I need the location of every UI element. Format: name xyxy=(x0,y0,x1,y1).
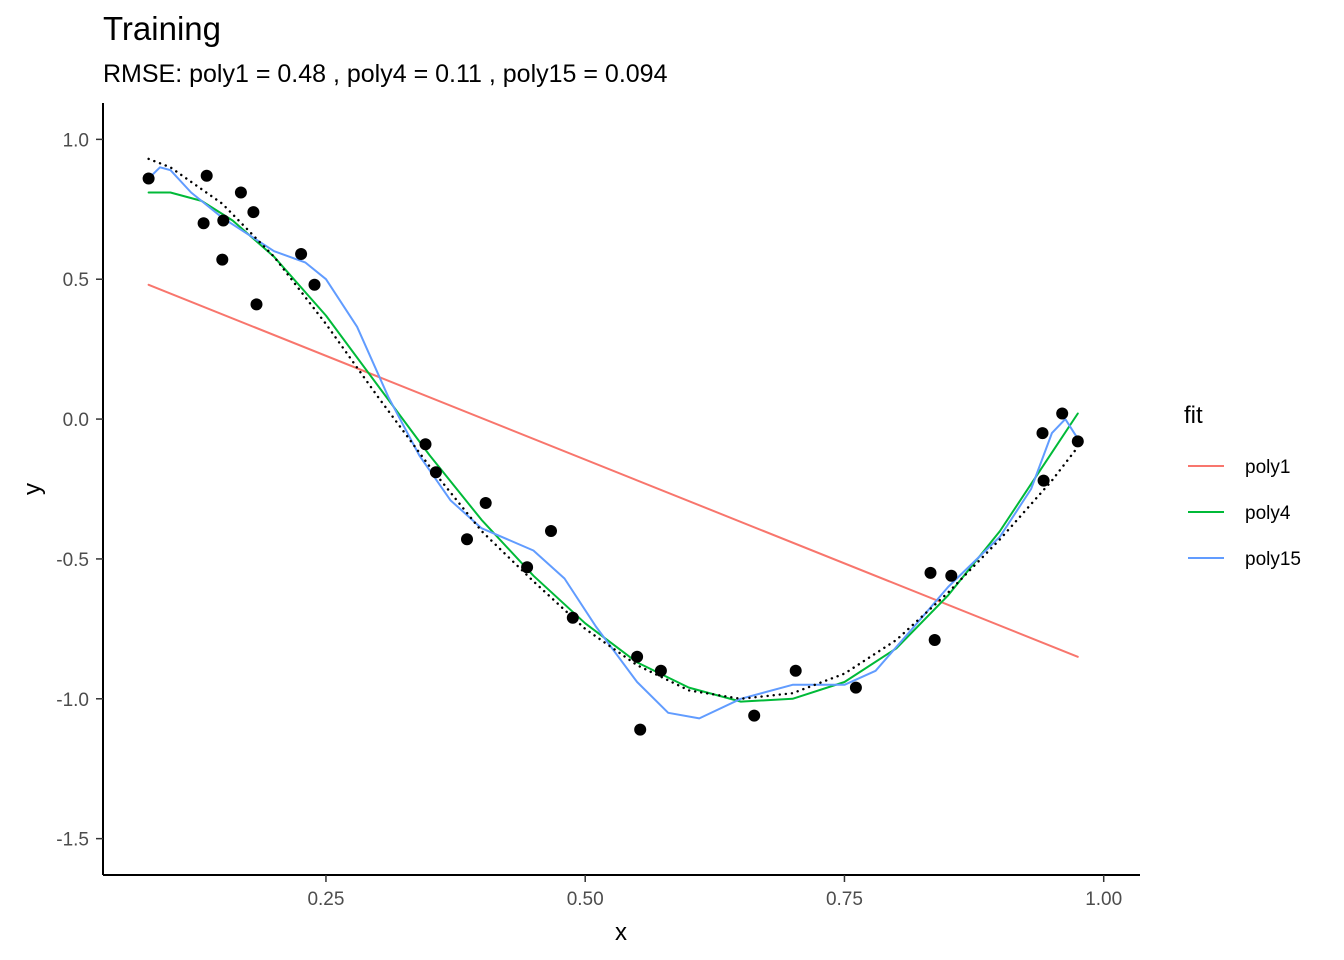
data-point xyxy=(479,497,492,509)
data-point xyxy=(1037,474,1050,487)
y-tick-label: -0.5 xyxy=(56,550,89,571)
data-point xyxy=(631,650,644,663)
y-ticks: 1.0 0.5 0.0 -0.5 -1.0 -1.5 xyxy=(56,130,103,851)
legend-label-poly1: poly1 xyxy=(1245,457,1290,478)
series-layer xyxy=(147,157,1079,720)
data-point xyxy=(654,664,667,677)
data-point xyxy=(545,525,557,537)
x-tick-label: 1.00 xyxy=(1085,889,1122,910)
y-tick-label: 0.5 xyxy=(63,270,89,291)
data-point xyxy=(924,566,937,579)
x-axis-title: x xyxy=(615,919,627,946)
data-point xyxy=(634,723,647,736)
data-point xyxy=(789,664,802,677)
axes: 0.25 0.50 0.75 1.00 1.0 0.5 0.0 -0.5 -1.0 -1.5 x… xyxy=(19,103,1140,946)
data-point xyxy=(200,169,213,182)
points-layer xyxy=(142,169,1084,736)
data-point xyxy=(142,172,155,185)
legend-label-poly4: poly4 xyxy=(1245,503,1291,524)
y-tick-label: -1.0 xyxy=(56,690,89,711)
data-point xyxy=(1056,407,1069,420)
data-point xyxy=(1036,427,1049,440)
data-point xyxy=(748,709,761,722)
x-tick-label: 0.25 xyxy=(307,889,344,910)
data-point xyxy=(295,248,308,260)
data-point xyxy=(849,681,862,694)
series-line-truth xyxy=(147,157,1079,700)
chart-title: Training xyxy=(103,10,221,47)
data-point xyxy=(234,186,247,199)
data-point xyxy=(566,611,579,624)
data-point xyxy=(247,206,260,219)
series-line-poly4 xyxy=(147,191,1079,703)
data-point xyxy=(308,278,321,291)
legend-title: fit xyxy=(1184,402,1203,429)
x-tick-label: 0.75 xyxy=(826,889,863,910)
data-point xyxy=(945,569,958,582)
data-point xyxy=(250,298,263,311)
legend-entries: poly1 poly4 poly15 xyxy=(1188,457,1301,570)
data-point xyxy=(216,253,229,266)
x-tick-label: 0.50 xyxy=(567,889,604,910)
data-point xyxy=(521,561,534,574)
data-point xyxy=(928,634,941,646)
legend: fit poly1 poly4 poly15 xyxy=(1184,402,1301,570)
y-tick-label: -1.5 xyxy=(56,830,89,851)
data-point xyxy=(217,214,230,227)
y-axis-title: y xyxy=(19,483,46,495)
series-line-poly1 xyxy=(147,283,1079,658)
plot-area xyxy=(142,157,1084,736)
x-ticks: 0.25 0.50 0.75 1.00 xyxy=(307,875,1122,910)
chart-subtitle: RMSE: poly1 = 0.48 , poly4 = 0.11 , poly… xyxy=(103,60,668,88)
data-point xyxy=(1071,435,1084,448)
y-tick-label: 1.0 xyxy=(63,130,89,151)
data-point xyxy=(419,438,432,451)
data-point xyxy=(461,533,473,546)
series-line-poly15 xyxy=(147,166,1079,720)
legend-label-poly15: poly15 xyxy=(1245,549,1301,570)
data-point xyxy=(429,466,442,479)
y-tick-label: 0.0 xyxy=(63,410,89,431)
data-point xyxy=(197,217,210,230)
